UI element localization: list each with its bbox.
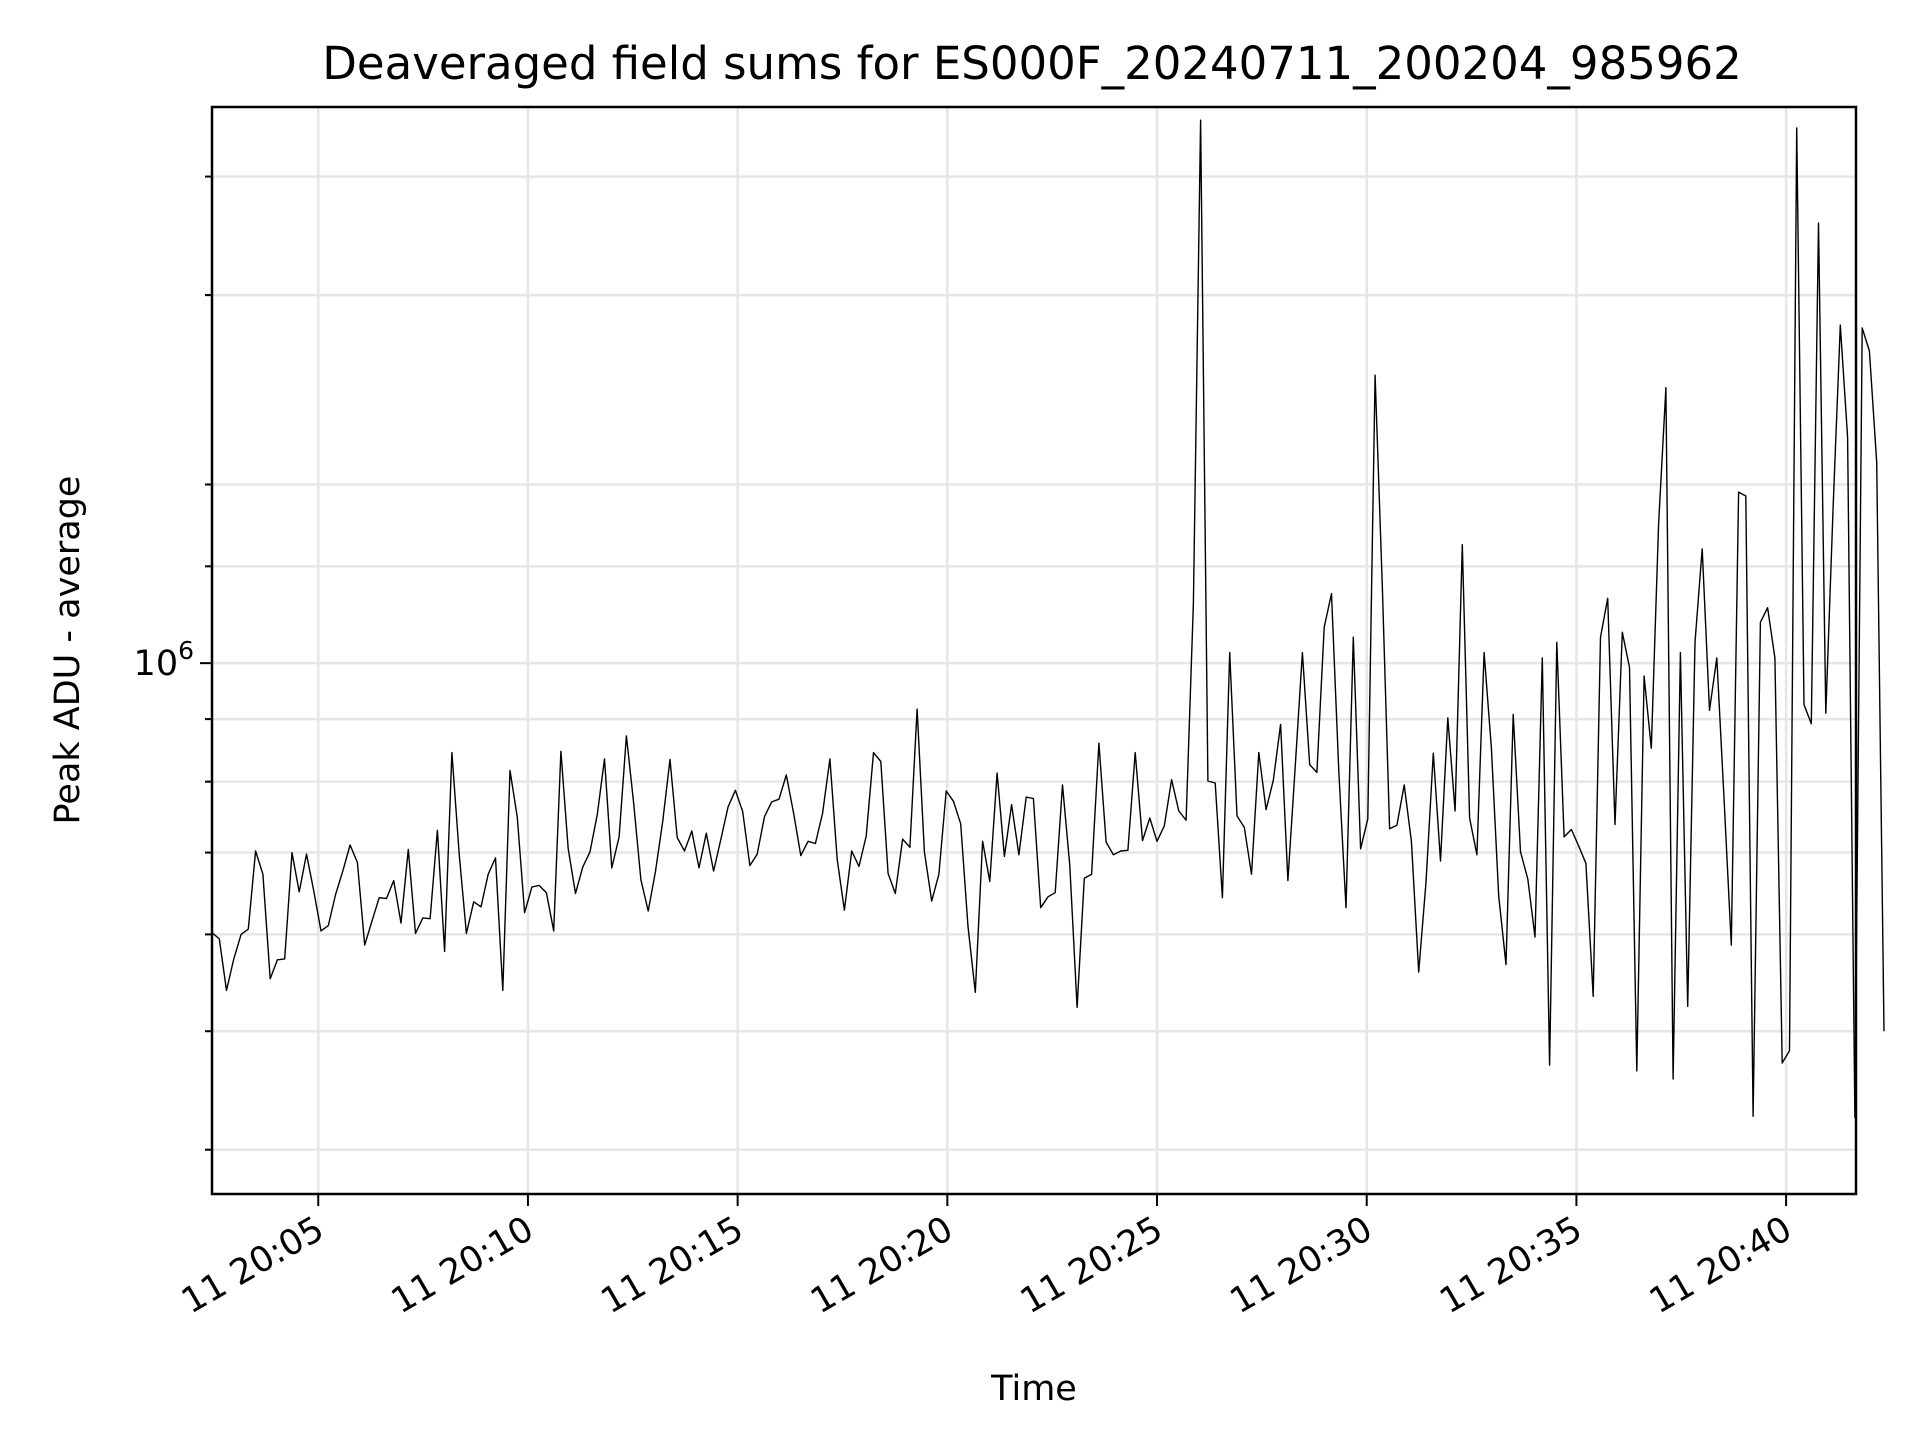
- series-layer: [211, 119, 1885, 1119]
- y-axis-label: Peak ADU - average: [48, 476, 88, 825]
- x-tick-label: 11 20:25: [1014, 1209, 1170, 1322]
- x-tick-label: 11 20:15: [595, 1209, 751, 1322]
- x-tick-label: 11 20:35: [1433, 1209, 1589, 1322]
- gridlines: [212, 107, 1856, 1194]
- series-line: [211, 119, 1885, 1119]
- y-tick-label: 106: [134, 636, 194, 684]
- y-tick-label-base: 10: [134, 644, 179, 684]
- x-tick-label: 11 20:20: [804, 1209, 960, 1322]
- plot-frame: [210, 105, 1858, 1196]
- x-tick-label: 11 20:40: [1643, 1209, 1799, 1322]
- chart-title: Deaveraged field sums for ES000F_2024071…: [322, 37, 1741, 90]
- x-tick-label: 11 20:10: [385, 1209, 541, 1322]
- x-axis-label: Time: [990, 1369, 1077, 1409]
- x-tick-label: 11 20:30: [1224, 1209, 1380, 1322]
- x-tick-label: 11 20:05: [175, 1209, 331, 1322]
- y-tick-label-exponent: 6: [178, 636, 194, 665]
